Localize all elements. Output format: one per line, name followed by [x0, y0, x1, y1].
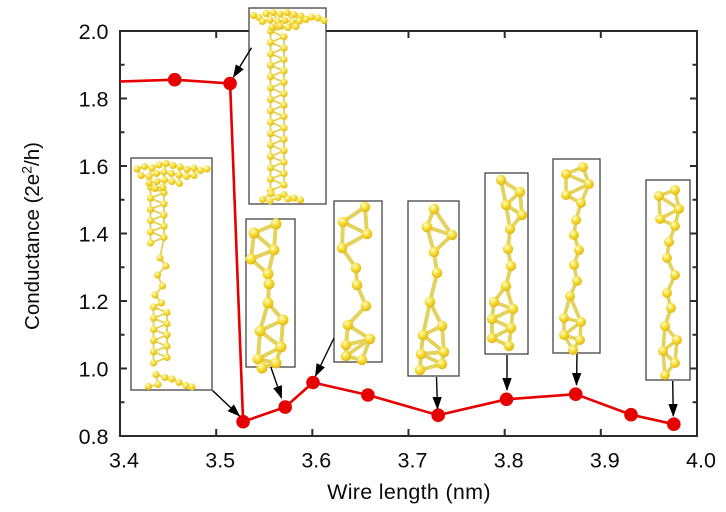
svg-text:2.0: 2.0 — [79, 20, 109, 44]
svg-text:1.6: 1.6 — [79, 155, 109, 179]
svg-text:3.6: 3.6 — [301, 449, 331, 473]
svg-text:3.8: 3.8 — [494, 449, 524, 473]
svg-text:3.5: 3.5 — [205, 449, 235, 473]
svg-text:3.9: 3.9 — [590, 449, 620, 473]
svg-text:3.4: 3.4 — [109, 449, 139, 473]
svg-text:1.0: 1.0 — [79, 357, 109, 381]
svg-text:1.8: 1.8 — [79, 87, 109, 111]
svg-text:1.4: 1.4 — [79, 222, 109, 246]
svg-text:1.2: 1.2 — [79, 290, 109, 314]
svg-text:3.7: 3.7 — [398, 449, 428, 473]
svg-text:4.0: 4.0 — [686, 449, 716, 473]
svg-text:0.8: 0.8 — [79, 425, 109, 449]
svg-text:Wire length (nm): Wire length (nm) — [327, 480, 491, 504]
